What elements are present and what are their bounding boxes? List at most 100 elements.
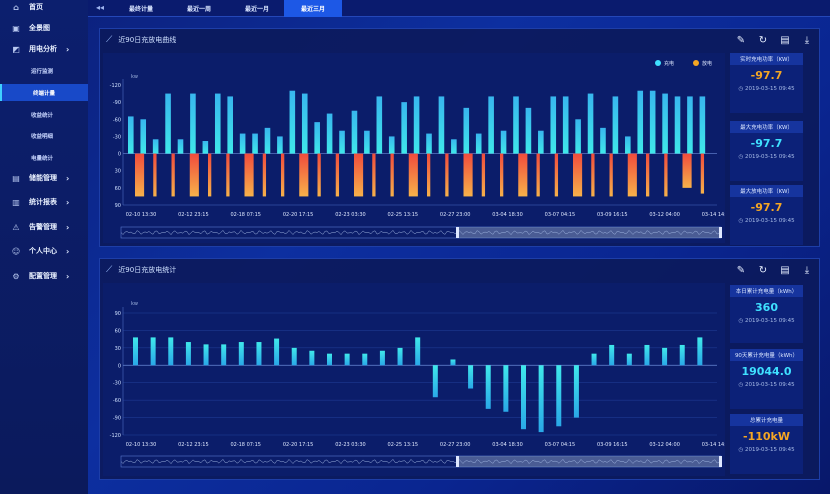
x-tick-label: 03-14 14:15 bbox=[702, 442, 725, 448]
legend-discharge-label: 放电 bbox=[702, 60, 712, 67]
y-tick-label: 90 bbox=[115, 311, 121, 317]
charge-bar bbox=[388, 136, 395, 154]
refresh-icon[interactable]: ↻ bbox=[758, 265, 768, 276]
stat-bar bbox=[256, 342, 262, 366]
charge-bar bbox=[562, 96, 569, 154]
stat-bar bbox=[291, 347, 297, 366]
sidebar-subitem-revenue-detail[interactable]: 收益明细 bbox=[31, 134, 54, 140]
download-icon[interactable]: ⤓ bbox=[804, 265, 810, 276]
charge-bar bbox=[301, 93, 308, 154]
discharge-bar bbox=[281, 153, 285, 197]
y-axis-unit-label: kw bbox=[131, 74, 138, 80]
card-time-text: 2019-03-15 09:45 bbox=[745, 154, 795, 160]
charge-bar bbox=[214, 93, 221, 154]
sidebar-item-label: 首页 bbox=[29, 3, 43, 11]
zoom-slider-handle-left[interactable] bbox=[456, 227, 459, 238]
card-time: ◷ 2019-03-15 09:45 bbox=[738, 447, 795, 453]
sidebar-item-panorama[interactable]: ▣ 全景图 bbox=[0, 21, 88, 35]
sidebar-item-label: 个人中心 bbox=[29, 247, 57, 255]
charge-bar bbox=[177, 139, 184, 154]
x-tick-label: 02-27 23:00 bbox=[440, 212, 471, 218]
card-time-text: 2019-03-15 09:45 bbox=[745, 382, 795, 388]
edit-icon[interactable]: ✎ bbox=[736, 265, 746, 276]
charge-bar bbox=[637, 90, 644, 154]
max-charge-power-card: 最大充电功率（KW） -97.7 ◷ 2019-03-15 09:45 bbox=[730, 121, 803, 181]
alarm-icon: ⚠ bbox=[12, 222, 20, 232]
charge-bar bbox=[699, 96, 706, 154]
sidebar-subitem-metering[interactable]: 终端计量 bbox=[0, 84, 88, 101]
sidebar-subitem-monitor[interactable]: 运行监测 bbox=[31, 69, 54, 75]
tab-final-metering[interactable]: 最终计量 bbox=[128, 6, 153, 13]
legend-charge-marker bbox=[655, 60, 661, 66]
discharge-bar bbox=[171, 153, 175, 197]
stat-bar bbox=[221, 344, 227, 366]
sidebar-item-alarm[interactable]: ⚠ 告警管理 › bbox=[0, 220, 88, 234]
x-tick-label: 02-12 23:15 bbox=[178, 442, 209, 448]
x-tick-label: 02-10 13:30 bbox=[126, 442, 157, 448]
card-label: 90天累计充电量（kWh） bbox=[730, 349, 803, 361]
x-tick-label: 02-23 03:30 bbox=[335, 442, 366, 448]
charge-bar bbox=[165, 93, 171, 154]
tab-last-three-months[interactable]: 最近三月 bbox=[284, 0, 342, 17]
stat-bar bbox=[327, 353, 332, 366]
charge-bar bbox=[339, 130, 345, 154]
sidebar-item-user[interactable]: ☺ 个人中心 › bbox=[0, 244, 88, 258]
charge-bar bbox=[513, 96, 519, 154]
y-tick-label: 90 bbox=[115, 203, 121, 209]
download-icon[interactable]: ⤓ bbox=[804, 35, 810, 46]
zoom-slider-handle-right[interactable] bbox=[719, 456, 722, 467]
charge-bar bbox=[190, 93, 196, 154]
y-tick-label: -90 bbox=[113, 416, 121, 422]
discharge-bar bbox=[262, 153, 267, 197]
charge-bar bbox=[426, 133, 432, 154]
x-tick-label: 02-12 23:15 bbox=[178, 212, 209, 218]
sidebar-item-settings[interactable]: ⚙ 配置管理 › bbox=[0, 269, 88, 283]
stat-bar bbox=[309, 350, 315, 366]
stat-bar bbox=[203, 344, 209, 366]
discharge-bar bbox=[317, 153, 321, 197]
line-chart-icon: ⟋ bbox=[106, 35, 113, 45]
y-tick-label: -60 bbox=[113, 117, 121, 123]
discharge-bar bbox=[445, 153, 449, 197]
tab-last-week[interactable]: 最近一周 bbox=[186, 6, 211, 13]
charge-stats-chart: kw 90 60 30 0 -30 -60 -90 -120 02-10 13:30 02-12 2… bbox=[110, 301, 732, 468]
sidebar-subitem-revenue[interactable]: 收益统计 bbox=[31, 113, 54, 119]
zoom-slider-handle-right[interactable] bbox=[719, 227, 722, 238]
card-time-text: 2019-03-15 09:45 bbox=[745, 318, 795, 324]
charge-bar bbox=[538, 130, 544, 154]
sidebar-item-label: 储能管理 bbox=[29, 174, 57, 182]
sidebar-subitem-energy[interactable]: 电量统计 bbox=[31, 156, 54, 162]
stat-bar bbox=[644, 344, 650, 366]
document-icon[interactable]: ▤ bbox=[780, 35, 790, 46]
card-label: 最大放电功率（KW） bbox=[730, 185, 803, 197]
tab-last-month[interactable]: 最近一月 bbox=[244, 6, 269, 13]
card-value: -110kW bbox=[743, 430, 790, 443]
edit-icon[interactable]: ✎ bbox=[736, 35, 746, 46]
discharge-bar bbox=[536, 153, 540, 197]
x-tick-label: 03-12 04:00 bbox=[649, 212, 680, 218]
sidebar-item-home[interactable]: ⌂ 首页 bbox=[0, 0, 88, 14]
y-tick-label: 30 bbox=[115, 169, 121, 175]
x-tick-label: 03-07 04:15 bbox=[545, 212, 576, 218]
refresh-icon[interactable]: ↻ bbox=[758, 35, 768, 46]
sidebar-item-report[interactable]: ▥ 统计报表 › bbox=[0, 195, 88, 209]
sidebar-item-storage[interactable]: ▤ 储能管理 › bbox=[0, 171, 88, 185]
x-tick-label: 03-04 18:30 bbox=[492, 442, 523, 448]
stat-bar bbox=[521, 365, 526, 430]
zoom-slider-handle-left[interactable] bbox=[456, 456, 459, 467]
charge-bar bbox=[413, 96, 420, 154]
y-tick-label: -120 bbox=[110, 433, 121, 439]
today-charge-card: 本日累计充电量（kWh） 360 ◷ 2019-03-15 09:45 bbox=[730, 285, 803, 343]
document-icon[interactable]: ▤ bbox=[780, 265, 790, 276]
y-axis-unit-label: kw bbox=[131, 301, 138, 307]
x-tick-label: 03-12 04:00 bbox=[649, 442, 680, 448]
sidebar-item-label: 统计报表 bbox=[29, 198, 57, 206]
sidebar-item-analysis[interactable]: ◩ 用电分析 › bbox=[0, 42, 88, 56]
discharge-bar bbox=[135, 153, 145, 197]
charge-bar bbox=[625, 136, 631, 154]
collapse-arrow-icon[interactable]: ◂◂ bbox=[96, 3, 105, 12]
stat-bar bbox=[150, 337, 156, 366]
discharge-bar bbox=[664, 153, 668, 197]
x-tick-label: 02-25 13:15 bbox=[388, 212, 419, 218]
stat-bar bbox=[556, 365, 562, 427]
